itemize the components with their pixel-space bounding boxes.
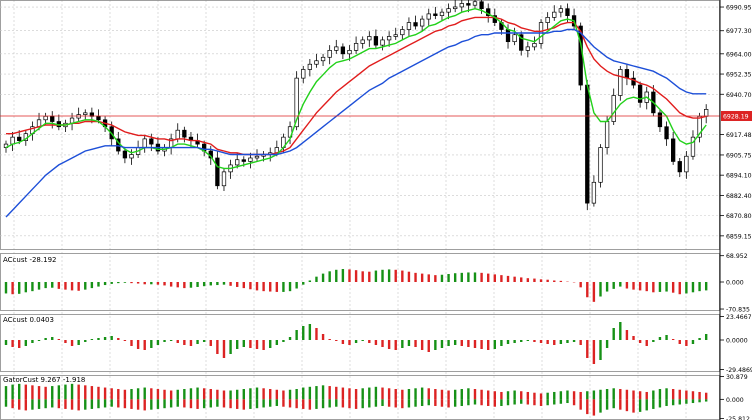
- candle-body: [347, 49, 352, 55]
- candle-body: [618, 69, 623, 96]
- candle-body: [43, 115, 48, 121]
- candle-body: [149, 138, 154, 145]
- candle-body: [684, 155, 689, 173]
- candle-body: [406, 22, 412, 30]
- current-price-tag: [721, 110, 752, 121]
- moving-average-line: [6, 16, 707, 156]
- y-tick-label: 6952.35: [726, 72, 752, 79]
- candle-body: [327, 49, 332, 58]
- y-tick-label: 68.952: [726, 253, 748, 260]
- candle-body: [122, 150, 128, 159]
- candle-body: [479, 1, 484, 10]
- y-tick-label: 23.4667: [726, 314, 752, 321]
- y-tick-label: 6894.10: [726, 173, 752, 180]
- candle-body: [472, 1, 478, 6]
- candle-body: [419, 18, 425, 27]
- candle-body: [215, 157, 220, 187]
- candle-body: [314, 60, 319, 65]
- candle-body: [433, 13, 438, 16]
- candle-body: [17, 136, 22, 141]
- candle-body: [466, 3, 471, 6]
- y-tick-label: 6870.80: [726, 213, 752, 220]
- y-tick-label: 6882.40: [726, 193, 752, 200]
- candle-body: [380, 39, 385, 46]
- candle-body: [591, 181, 597, 204]
- candle-body: [637, 84, 643, 103]
- candle-body: [459, 3, 464, 8]
- candle-body: [545, 17, 550, 23]
- y-tick-label: 6990.95: [726, 5, 752, 12]
- candle-body: [294, 77, 299, 128]
- candle-body: [671, 138, 676, 162]
- candle-body: [367, 36, 372, 41]
- candle-body: [373, 36, 379, 46]
- candle-body: [301, 69, 306, 79]
- candle-body: [552, 11, 557, 18]
- candle-body: [486, 8, 491, 16]
- candle-body: [624, 69, 630, 79]
- y-tick-label: 6905.75: [726, 152, 752, 159]
- panel-title-accust-1: ACcust -28.192: [3, 256, 56, 264]
- candle-body: [664, 126, 669, 140]
- y-tick-label: -29.4869: [726, 367, 752, 374]
- candle-body: [340, 46, 346, 55]
- candle-body: [235, 159, 240, 166]
- candle-body: [241, 159, 246, 162]
- candle-body: [598, 147, 603, 183]
- y-tick-label: 6917.48: [726, 132, 752, 139]
- candle-body: [142, 138, 147, 148]
- candle-body: [525, 46, 530, 51]
- y-tick-label: -70.835: [726, 307, 750, 314]
- candle-body: [512, 34, 517, 43]
- candle-body: [353, 43, 359, 51]
- candle-body: [248, 157, 253, 162]
- candle-body: [182, 129, 187, 138]
- candle-body: [690, 136, 696, 157]
- candle-body: [83, 112, 88, 115]
- candle-body: [129, 154, 134, 159]
- candle-body: [320, 56, 326, 62]
- y-tick-label: 6940.70: [726, 92, 752, 99]
- candle-body: [96, 115, 101, 121]
- candle-body: [446, 8, 451, 13]
- candle-body: [221, 171, 227, 187]
- candle-body: [453, 6, 458, 10]
- current-price-label: 6928.19: [723, 113, 749, 120]
- y-tick-label: -25.812: [726, 416, 750, 420]
- candle-body: [439, 11, 445, 16]
- candle-body: [400, 29, 405, 36]
- candle-body: [677, 161, 682, 173]
- candle-body: [175, 129, 180, 140]
- y-tick-label: 30.879: [726, 374, 748, 381]
- candle-body: [611, 95, 616, 122]
- y-tick-label: 6859.15: [726, 233, 752, 240]
- candle-body: [254, 155, 260, 159]
- candle-body: [393, 34, 398, 37]
- candle-body: [585, 84, 590, 204]
- candle-body: [704, 109, 709, 117]
- candle-body: [413, 22, 418, 27]
- y-tick-label: 6964.00: [726, 51, 752, 58]
- panel-title-gatorcust: GatorCust 9.267 -1.918: [3, 376, 85, 384]
- moving-average-line: [5, 28, 707, 218]
- candle-body: [307, 63, 313, 70]
- y-tick-label: 6977.30: [726, 28, 752, 35]
- candle-body: [519, 34, 524, 51]
- candle-body: [565, 8, 570, 16]
- candle-body: [558, 8, 564, 13]
- panel-title-accust-2: ACcust 0.0403: [3, 316, 54, 324]
- y-tick-label: 0.000: [726, 280, 744, 287]
- candle-body: [657, 112, 663, 128]
- candle-body: [426, 13, 431, 20]
- candle-body: [505, 29, 511, 43]
- candle-body: [334, 46, 339, 51]
- candle-body: [50, 115, 55, 122]
- candle-body: [604, 121, 610, 148]
- y-tick-label: 0.0000: [726, 338, 748, 345]
- candle-body: [532, 43, 537, 48]
- candle-body: [386, 36, 392, 41]
- candle-body: [360, 39, 365, 44]
- y-tick-label: 0.000: [726, 397, 744, 404]
